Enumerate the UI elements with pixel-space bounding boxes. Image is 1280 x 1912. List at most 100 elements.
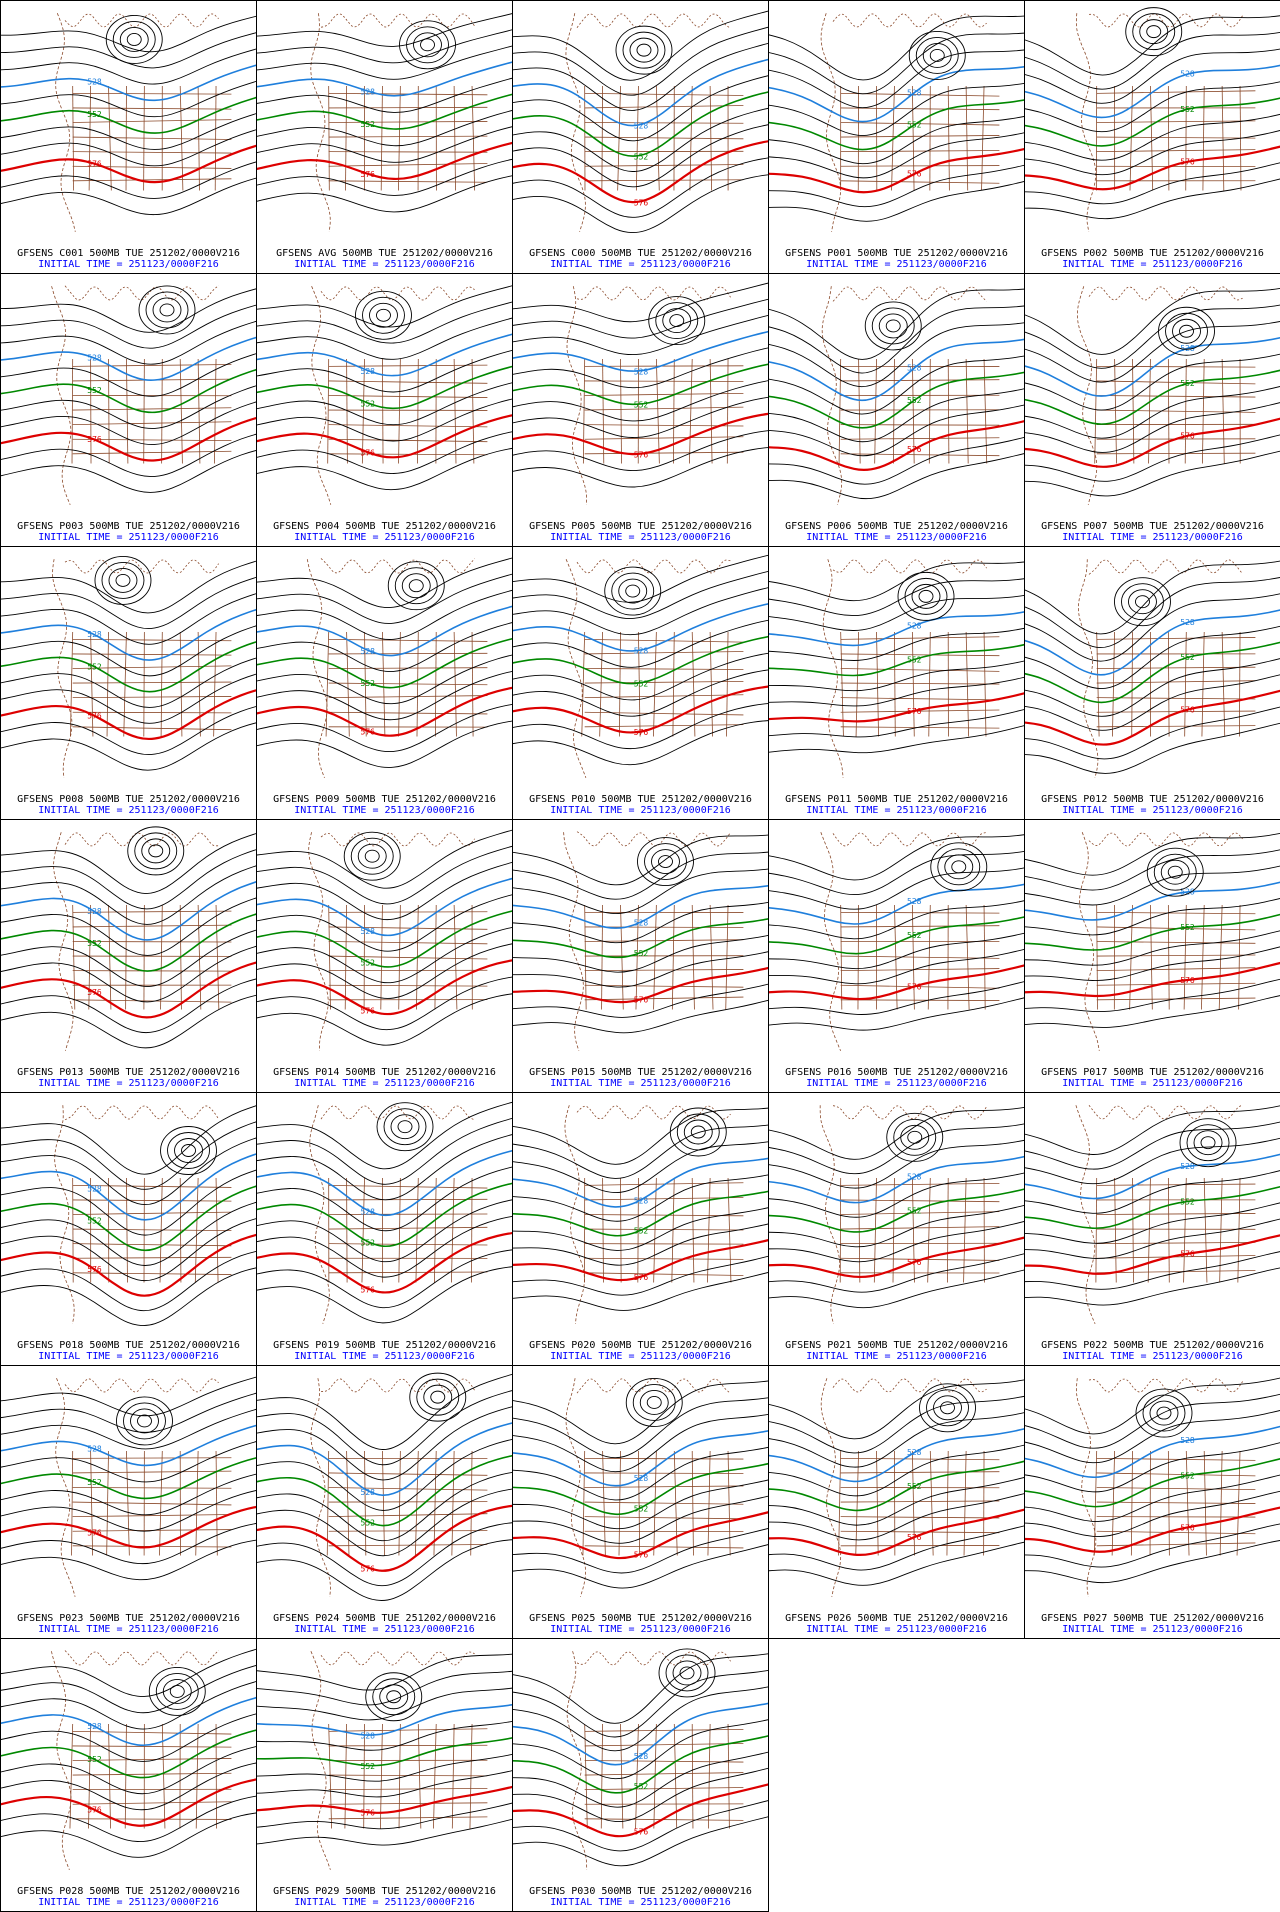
closed-low-contour xyxy=(915,37,959,74)
height-contour xyxy=(257,1406,512,1481)
ensemble-member-panel: 528 552 576 GFSENS P007 500MB TUE 251202/00… xyxy=(1024,273,1280,547)
ensemble-member-panel: 528 552 576 GFSENS P013 500MB TUE 251202/00… xyxy=(0,819,257,1093)
contour-label: 528 xyxy=(1180,344,1195,353)
contour-label: 576 xyxy=(907,1533,922,1542)
panel-initial-time: INITIAL TIME = 251123/0000F216 xyxy=(1062,805,1243,816)
panel-initial-time: INITIAL TIME = 251123/0000F216 xyxy=(550,1351,731,1362)
geography-overlay xyxy=(566,286,744,505)
contour-label: 552 xyxy=(634,949,649,958)
height-contour xyxy=(257,1770,512,1798)
height-contour xyxy=(1025,995,1280,1028)
height-contour xyxy=(513,447,768,488)
height-contour xyxy=(1,1137,256,1206)
height-contour xyxy=(1,1250,256,1312)
panel-initial-time: INITIAL TIME = 251123/0000F216 xyxy=(294,1078,475,1089)
height-contour xyxy=(1,978,256,1034)
height-contour xyxy=(769,1493,1024,1541)
contour-label: 528 xyxy=(87,78,102,87)
contour-528 xyxy=(769,1155,1024,1204)
geography-overlay xyxy=(563,831,744,1051)
closed-low-contour xyxy=(1200,1136,1216,1150)
contour-label: 552 xyxy=(1180,653,1195,662)
height-contour xyxy=(513,901,768,944)
contour-label: 576 xyxy=(634,1828,649,1837)
contour-label: 528 xyxy=(1180,1162,1195,1171)
height-contour xyxy=(257,1438,512,1511)
closed-low-contour xyxy=(1114,577,1171,627)
contour-label: 576 xyxy=(361,449,376,458)
height-contour xyxy=(513,851,768,900)
height-contour xyxy=(1025,1410,1280,1464)
contour-528 xyxy=(257,877,512,937)
height-contour xyxy=(257,720,512,768)
closed-low-contour xyxy=(864,301,922,351)
closed-low-contour xyxy=(919,1383,976,1433)
height-contour xyxy=(1,849,256,910)
closed-low-contour xyxy=(376,1102,434,1152)
height-contour xyxy=(769,181,1024,222)
height-contour xyxy=(1025,113,1280,161)
contour-label: 576 xyxy=(1180,432,1195,441)
closed-low-contour xyxy=(155,1672,199,1710)
height-contour xyxy=(769,1525,1024,1571)
closed-low-contour xyxy=(409,1372,467,1422)
height-contour xyxy=(513,868,768,915)
height-contour xyxy=(257,670,512,721)
ensemble-member-panel: 528 552 576 GFSENS P017 500MB TUE 251202/00… xyxy=(1024,819,1280,1093)
height-contour xyxy=(1,560,256,614)
panel-initial-time: INITIAL TIME = 251123/0000F216 xyxy=(806,805,987,816)
contour-576 xyxy=(257,686,512,737)
geography-overlay xyxy=(565,13,744,232)
height-contour xyxy=(1,113,256,150)
contour-label: 528 xyxy=(1180,618,1195,627)
ensemble-member-panel: 528 552 576 GFSENS P023 500MB TUE 251202/00… xyxy=(0,1365,257,1639)
height-contour xyxy=(1025,130,1280,176)
contour-label: 576 xyxy=(1180,157,1195,166)
height-contour xyxy=(513,999,768,1034)
height-contour-map: 528 552 576 xyxy=(769,13,1024,232)
geography-overlay xyxy=(821,286,1000,505)
closed-low-contour xyxy=(937,848,981,886)
contour-label: 552 xyxy=(87,1755,102,1764)
height-contour xyxy=(513,42,768,111)
height-contour-map: 528 552 576 xyxy=(1025,7,1280,232)
ensemble-member-panel: 528 552 576 GFSENS P028 500MB TUE 251202/00… xyxy=(0,1638,257,1912)
contour-552 xyxy=(513,918,768,959)
height-contour xyxy=(1025,288,1280,355)
height-contour xyxy=(769,867,1024,910)
contour-576 xyxy=(257,1504,512,1572)
contour-576 xyxy=(769,1236,1024,1279)
height-contour xyxy=(769,1379,1024,1440)
contour-552 xyxy=(1025,1458,1280,1508)
panel-title: GFSENS P020 500MB TUE 251202/0000V216 xyxy=(529,1340,752,1351)
height-contour xyxy=(769,676,1024,707)
closed-low-contour xyxy=(350,837,394,875)
panel-initial-time: INITIAL TIME = 251123/0000F216 xyxy=(294,259,475,270)
height-contour xyxy=(1,1762,256,1811)
height-contour xyxy=(1025,593,1280,662)
height-contour xyxy=(1025,1218,1280,1259)
contour-label: 576 xyxy=(907,170,922,179)
height-contour xyxy=(257,845,512,905)
height-contour-map: 528 552 576 xyxy=(513,1378,768,1597)
height-contour xyxy=(1025,162,1280,205)
contour-576 xyxy=(1,144,256,184)
height-contour xyxy=(513,1413,768,1473)
height-contour xyxy=(769,594,1024,631)
closed-low-contour xyxy=(408,579,424,593)
contour-552 xyxy=(257,1182,512,1248)
contour-576 xyxy=(769,964,1024,1001)
closed-low-contour xyxy=(399,20,456,70)
height-contour xyxy=(513,1207,768,1251)
height-contour xyxy=(257,13,512,47)
height-contour xyxy=(257,557,512,609)
height-contour xyxy=(257,943,512,999)
contour-528 xyxy=(257,1422,512,1496)
panel-initial-time: INITIAL TIME = 251123/0000F216 xyxy=(38,1351,219,1362)
height-contour xyxy=(513,75,768,142)
closed-low-contour xyxy=(397,1120,413,1134)
height-contour xyxy=(513,587,768,636)
closed-low-contour xyxy=(130,1408,159,1434)
height-contour xyxy=(1025,1393,1280,1449)
height-contour xyxy=(257,1166,512,1232)
